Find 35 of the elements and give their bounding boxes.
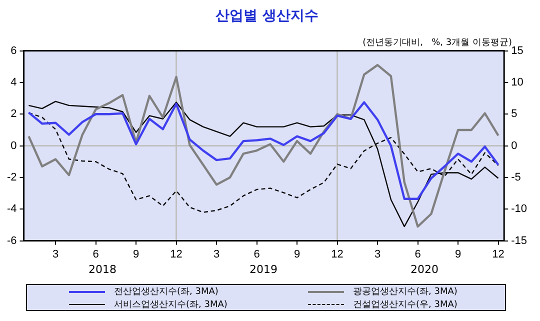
y-tick-label: 4 <box>10 76 17 88</box>
x-tick-label: 3 <box>52 248 59 260</box>
x-tick-label: 9 <box>132 248 140 260</box>
text: 2018 <box>88 262 116 276</box>
legend-label: 건설업생산지수(우, 3MA) <box>353 299 458 311</box>
legend-label: 광공업생산지수(좌, 3MA) <box>353 286 458 298</box>
y-tick-label: 0 <box>10 140 17 152</box>
y2-tick-label: 5 <box>511 108 518 120</box>
text: 2019 <box>249 262 278 276</box>
x-tick-label: 6 <box>92 248 99 260</box>
x-tick-label: 3 <box>374 248 381 260</box>
y-tick-label: -4 <box>7 203 17 216</box>
y-tick-label: 6 <box>10 44 17 57</box>
text: (전년동기대비, %, 3개월 이동평균) <box>362 38 512 48</box>
x-tick-label: 6 <box>254 248 260 260</box>
y2-tick-label: 10 <box>511 76 524 88</box>
y2-tick-label: -5 <box>511 172 521 184</box>
x-tick-label: 3 <box>213 248 220 260</box>
chart-title: 산업별 생산지수 <box>216 8 318 24</box>
x-tick-label: 9 <box>294 248 300 260</box>
y2-tick-label: -10 <box>511 203 528 216</box>
x-tick-label: 9 <box>454 248 462 260</box>
y-tick-label: 2 <box>10 108 17 120</box>
y-tick-label: -6 <box>7 234 17 247</box>
text: 2020 <box>410 262 438 276</box>
legend-label: 서비스업생산지수(좌, 3MA) <box>114 299 228 311</box>
y2-tick-label: -15 <box>511 234 528 247</box>
legend-label: 전산업생산지수(좌, 3MA) <box>114 286 218 298</box>
x-tick-label: 12 <box>331 248 344 260</box>
y2-tick-label: 15 <box>511 44 524 57</box>
y-tick-label: -2 <box>7 172 17 184</box>
x-tick-label: 12 <box>492 248 504 260</box>
y2-tick-label: 0 <box>511 140 518 152</box>
x-tick-label: 12 <box>170 248 182 260</box>
x-tick-label: 6 <box>414 248 421 260</box>
